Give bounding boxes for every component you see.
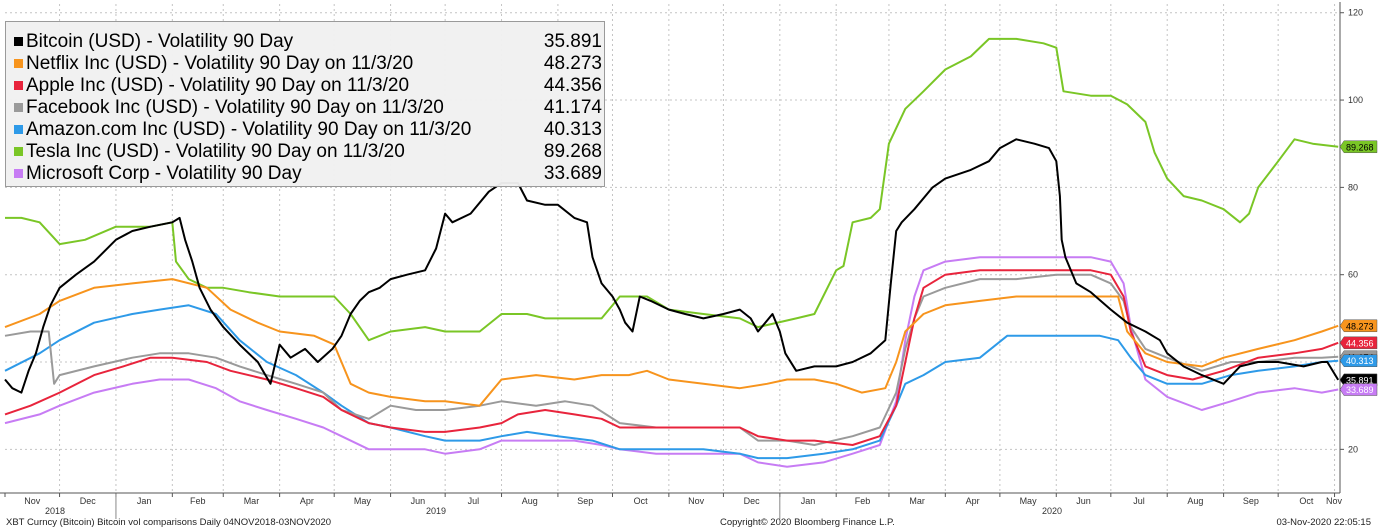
x-year-label-2018: 2018 [45,506,65,516]
x-year-label-2019: 2019 [426,506,446,516]
series-line-bitcoin-usd-volatility-90-day [4,138,1340,394]
legend-entry-microsoft: Microsoft Corp - Volatility 90 Day 33.689 [14,163,602,185]
y-tick-label-80: 80 [1348,182,1358,192]
legend-label-netflix: Netflix Inc (USD) - Volatility 90 Day on… [26,53,414,74]
x-tick-label-2019-06-01: Jun [411,496,426,506]
legend-entry-tesla: Tesla Inc (USD) - Volatility 90 Day on 1… [14,141,602,163]
legend-label-bitcoin: Bitcoin (USD) - Volatility 90 Day [26,31,294,52]
x-tick-label-2020-06-01: Jun [1076,496,1091,506]
x-tick-label-2019-10-01: Oct [634,496,649,506]
x-tick-label-2020-11-01: Nov [1326,496,1343,506]
last-value-tag-amazon-com-inc-usd-volatility-90-day-on-11-3-20 [1339,354,1378,367]
last-value-tag-apple-inc-usd-volatility-90-day-on-11-3-20 [1339,336,1378,350]
y-tick-label-60: 60 [1348,270,1358,280]
last-value-label-amazon-com-inc-usd-volatility-90-day-on-11-3-20: 40.313 [1346,356,1374,366]
legend-swatch-facebook [14,103,23,112]
legend-entry-netflix: Netflix Inc (USD) - Volatility 90 Day on… [14,53,602,75]
legend-swatch-amazon [14,125,23,134]
x-tick-label-2020-01-01: Jan [801,496,816,506]
chart-legend: Bitcoin (USD) - Volatility 90 Day 35.891 … [5,21,605,187]
legend-value-tesla: 89.268 [543,141,602,162]
legend-label-facebook: Facebook Inc (USD) - Volatility 90 Day o… [26,97,444,118]
legend-label-apple: Apple Inc (USD) - Volatility 90 Day on 1… [26,75,410,96]
x-tick-label-2020-05-01: May [1020,496,1038,506]
last-value-label-tesla-inc-usd-volatility-90-day-on-11-3-20: 89.268 [1346,142,1374,152]
x-tick-label-2020-08-01: Aug [1187,496,1203,506]
legend-label-tesla: Tesla Inc (USD) - Volatility 90 Day on 1… [26,141,405,162]
legend-value-bitcoin: 35.891 [543,31,602,52]
y-tick-label-120: 120 [1348,8,1363,18]
series-line-apple-inc-usd-volatility-90-day-on-11-3-20 [4,269,1339,446]
legend-swatch-bitcoin [14,37,23,46]
legend-entry-facebook: Facebook Inc (USD) - Volatility 90 Day o… [14,97,602,119]
x-tick-label-2019-11-01: Nov [688,496,705,506]
footer-copyright: Copyright© 2020 Bloomberg Finance L.P. [720,517,895,528]
legend-swatch-microsoft [14,169,23,178]
x-tick-label-2019-03-01: Mar [244,496,260,506]
x-tick-label-2019-09-01: Sep [577,496,593,506]
legend-value-apple: 44.356 [543,75,602,96]
x-tick-label-2020-03-01: Mar [909,496,925,506]
legend-swatch-apple [14,81,23,90]
x-tick-label-2018-11-01: Nov [24,496,41,506]
legend-value-microsoft: 33.689 [543,163,602,184]
y-tick-label-100: 100 [1348,95,1363,105]
x-tick-label-2020-04-01: Apr [966,496,980,506]
legend-label-amazon: Amazon.com Inc (USD) - Volatility 90 Day… [26,119,472,140]
legend-value-netflix: 48.273 [543,53,602,74]
legend-value-facebook: 41.174 [543,97,602,118]
series-line-tesla-inc-usd-volatility-90-day-on-11-3-20 [5,37,1339,342]
x-tick-label-2020-07-01: Jul [1133,496,1145,506]
series-line-amazon-com-inc-usd-volatility-90-day-on-11-3-20 [4,304,1339,460]
x-tick-label-2019-01-01: Jan [137,496,152,506]
x-tick-label-2020-09-01: Sep [1243,496,1259,506]
x-tick-label-2020-10-01: Oct [1299,496,1314,506]
last-value-tag-microsoft-corp-volatility-90-day [1339,383,1378,396]
last-value-tag-tesla-inc-usd-volatility-90-day-on-11-3-20 [1339,140,1378,154]
last-value-label-netflix-inc-usd-volatility-90-day-on-11-3-20: 48.273 [1346,321,1374,331]
legend-value-amazon: 40.313 [543,119,602,140]
x-year-label-2020: 2020 [1042,506,1062,516]
x-tick-label-2019-08-01: Aug [522,496,538,506]
last-value-tag-netflix-inc-usd-volatility-90-day-on-11-3-20 [1339,319,1378,333]
footer-timestamp: 03-Nov-2020 22:05:15 [1276,517,1371,528]
legend-entry-amazon: Amazon.com Inc (USD) - Volatility 90 Day… [14,119,602,141]
x-tick-label-2019-12-01: Dec [744,496,761,506]
x-tick-label-2019-04-01: Apr [300,496,314,506]
legend-swatch-netflix [14,59,23,68]
legend-label-microsoft: Microsoft Corp - Volatility 90 Day [26,163,302,184]
x-tick-label-2020-02-01: Feb [855,496,871,506]
x-tick-label-2019-07-01: Jul [468,496,480,506]
footer-source-label: XBT Curncy (Bitcoin) Bitcoin vol compari… [6,517,332,528]
last-value-label-bitcoin-usd-volatility-90-day: 35.891 [1346,375,1374,385]
legend-entry-bitcoin: Bitcoin (USD) - Volatility 90 Day 35.891 [14,31,602,53]
x-tick-label-2018-12-01: Dec [80,496,97,506]
x-tick-label-2019-05-01: May [354,496,372,506]
last-value-label-microsoft-corp-volatility-90-day: 33.689 [1346,385,1374,395]
last-value-label-apple-inc-usd-volatility-90-day-on-11-3-20: 44.356 [1346,338,1374,348]
x-tick-label-2019-02-01: Feb [190,496,206,506]
y-tick-label-20: 20 [1348,444,1358,454]
legend-swatch-tesla [14,147,23,156]
legend-entry-apple: Apple Inc (USD) - Volatility 90 Day on 1… [14,75,602,97]
